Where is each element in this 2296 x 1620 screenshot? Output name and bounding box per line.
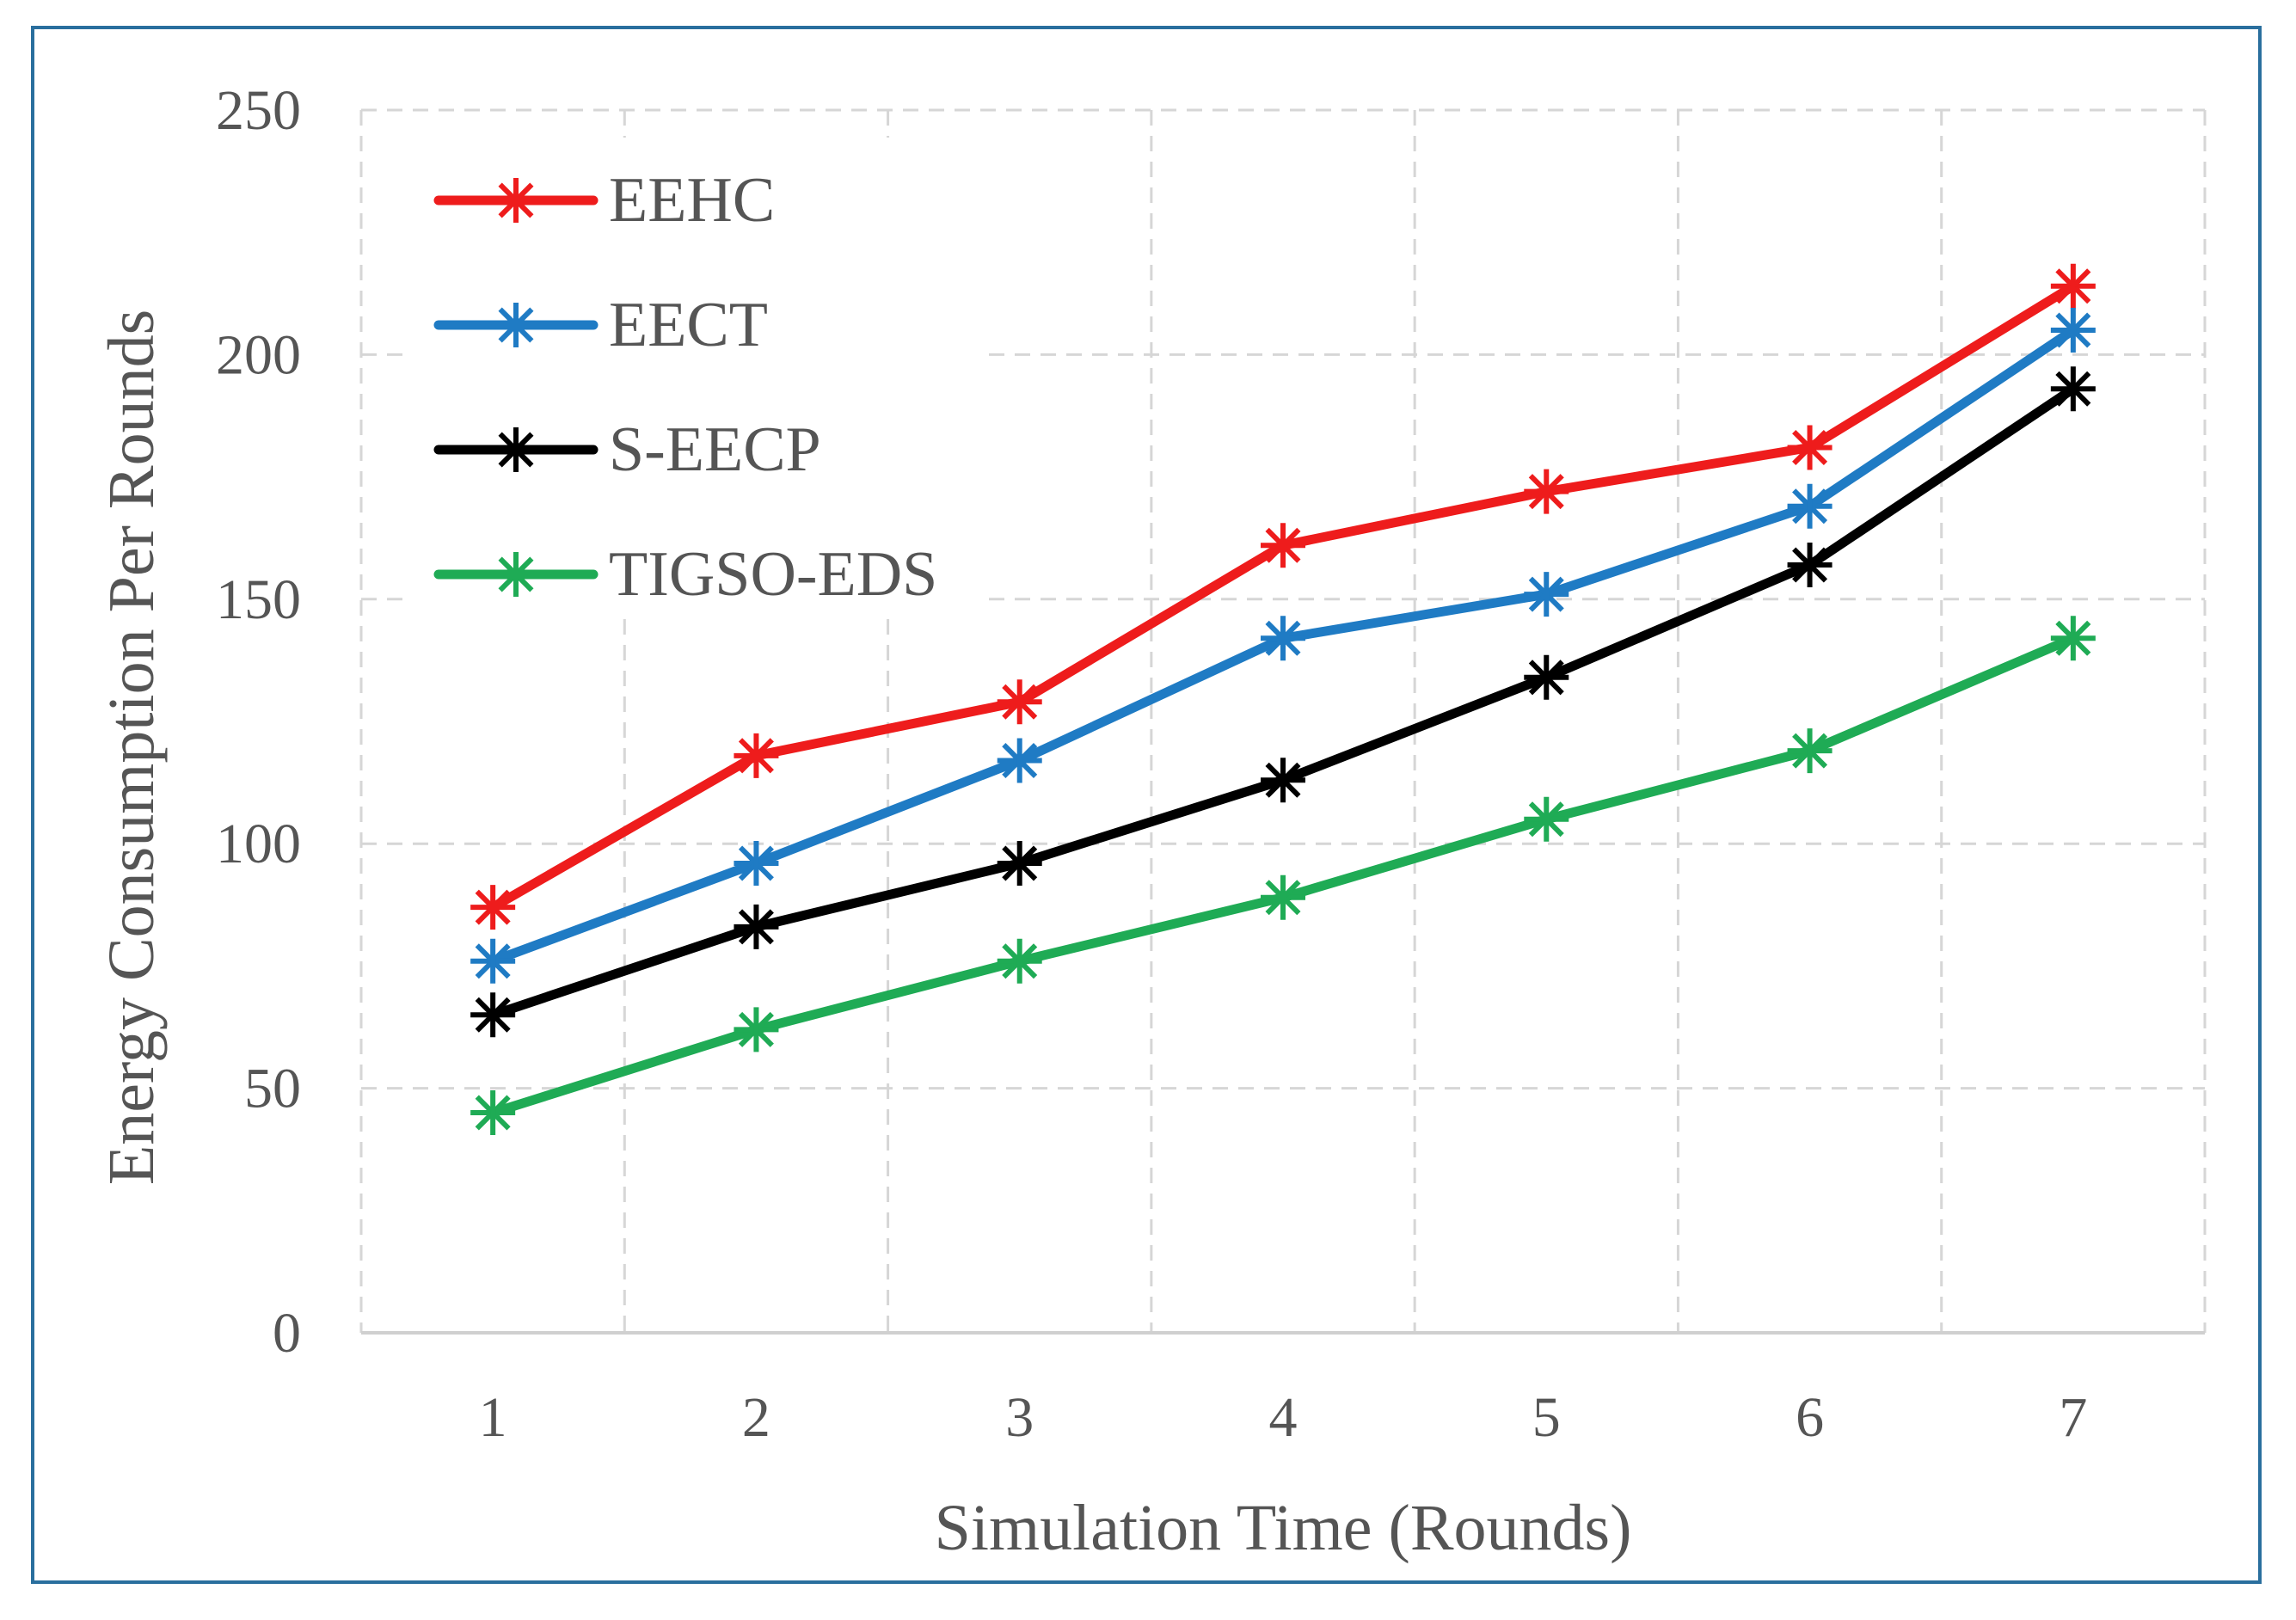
data-point: [1524, 654, 1569, 700]
legend-label: S-EECP: [609, 414, 821, 485]
series-eehc: [470, 263, 2096, 930]
legend-item-eehc: EEHC: [433, 165, 775, 236]
data-point: [1787, 542, 1833, 587]
series-s-eecp: [470, 366, 2096, 1038]
data-point: [734, 1007, 779, 1052]
x-tick-label: 4: [1269, 1386, 1298, 1449]
legend: EEHC EECT S-EECP TIGSO-EDS: [433, 165, 937, 610]
legend-marker: [494, 552, 538, 597]
y-axis-ticks: 0 50 100 150 200 250: [216, 79, 301, 1365]
y-tick-label: 100: [216, 813, 301, 875]
data-point: [1261, 523, 1305, 568]
x-tick-label: 7: [2059, 1386, 2087, 1449]
series-group: [470, 263, 2096, 1136]
data-point: [1261, 874, 1305, 920]
x-tick-label: 5: [1532, 1386, 1561, 1449]
data-point: [1787, 483, 1833, 529]
series-eect: [470, 307, 2096, 984]
legend-item-s-eecp: S-EECP: [433, 414, 821, 485]
data-point: [734, 733, 779, 778]
legend-marker: [494, 178, 538, 223]
y-tick-label: 150: [216, 568, 301, 631]
data-point: [470, 938, 516, 984]
x-tick-label: 2: [742, 1386, 770, 1449]
x-axis-ticks: 1 2 3 4 5 6 7: [479, 1386, 2088, 1449]
legend-item-eect: EECT: [433, 290, 768, 360]
y-tick-label: 200: [216, 323, 301, 386]
legend-marker: [494, 427, 538, 472]
data-point: [2050, 263, 2096, 309]
chart-frame: [31, 26, 2262, 1584]
data-point: [1787, 425, 1833, 470]
legend-label: EEHC: [609, 165, 775, 236]
data-point: [1524, 572, 1569, 617]
data-point: [470, 885, 516, 930]
y-tick-label: 0: [273, 1302, 301, 1365]
data-point: [1524, 469, 1569, 514]
y-axis-title: Energy Consumption Per Rounds: [95, 310, 168, 1185]
data-point: [734, 904, 779, 949]
data-point: [2050, 366, 2096, 412]
x-tick-label: 1: [479, 1386, 507, 1449]
data-point: [1261, 758, 1305, 803]
data-point: [1524, 796, 1569, 842]
data-point: [997, 679, 1042, 725]
x-axis-title: Simulation Time (Rounds): [935, 1492, 1632, 1564]
series-tigso-eds: [470, 616, 2096, 1136]
data-point: [997, 738, 1042, 783]
x-tick-label: 3: [1005, 1386, 1034, 1449]
y-tick-label: 50: [244, 1058, 301, 1120]
data-point: [1787, 728, 1833, 774]
legend-label: EECT: [609, 290, 768, 360]
legend-label: TIGSO-EDS: [609, 539, 937, 610]
legend-item-tigso-eds: TIGSO-EDS: [433, 539, 937, 610]
data-point: [734, 840, 779, 886]
legend-marker: [494, 303, 538, 347]
data-point: [997, 840, 1042, 886]
data-point: [470, 1090, 516, 1136]
grid: [359, 108, 2207, 1333]
data-point: [2050, 616, 2096, 661]
data-point: [997, 938, 1042, 984]
data-point: [2050, 307, 2096, 353]
data-point: [1261, 616, 1305, 661]
y-tick-label: 250: [216, 79, 301, 142]
x-tick-label: 6: [1796, 1386, 1824, 1449]
data-point: [470, 992, 516, 1038]
